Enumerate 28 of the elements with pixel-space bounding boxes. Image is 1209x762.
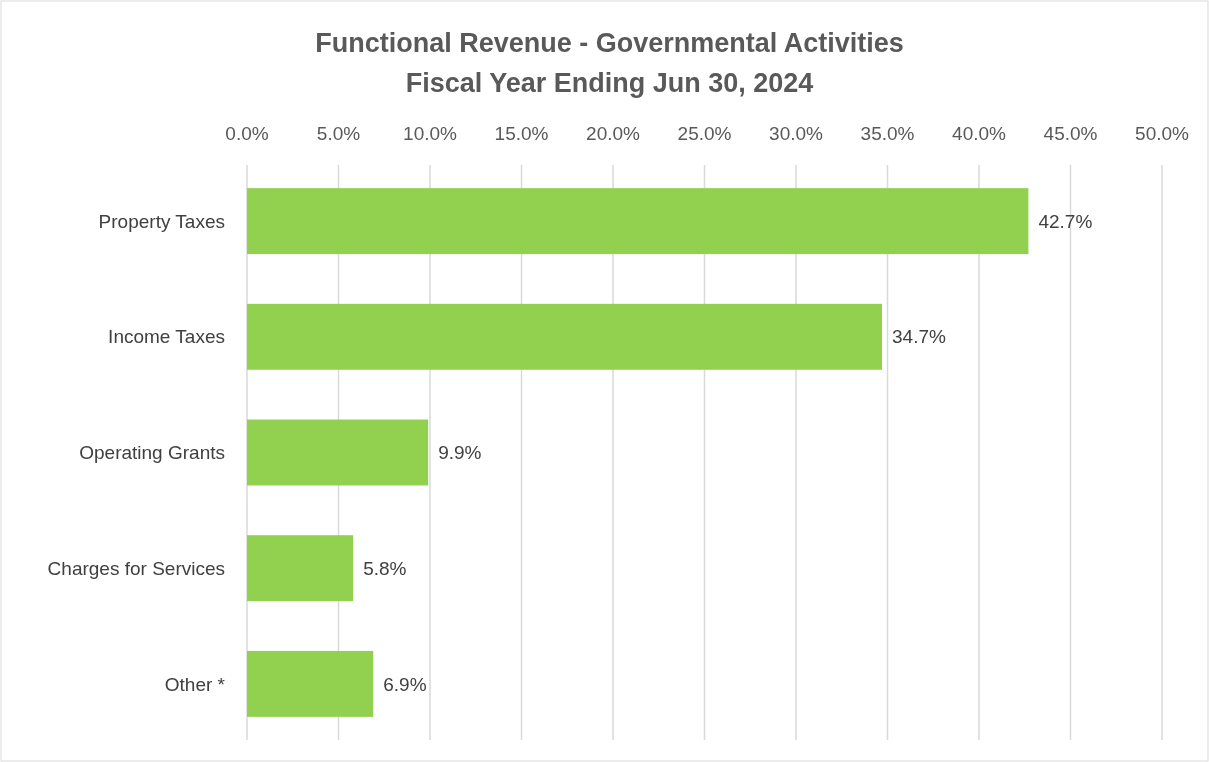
y-tick-label: Charges for Services <box>47 557 225 579</box>
data-label: 6.9% <box>383 673 427 695</box>
data-label: 5.8% <box>363 557 407 579</box>
x-tick-label: 45.0% <box>1043 123 1098 144</box>
x-tick-label: 40.0% <box>952 123 1007 144</box>
y-tick-label: Operating Grants <box>79 442 225 464</box>
data-label: 34.7% <box>892 326 946 348</box>
chart-subtitle: Fiscal Year Ending Jun 30, 2024 <box>405 68 814 98</box>
x-tick-label: 20.0% <box>586 123 641 144</box>
chart-title: Functional Revenue - Governmental Activities <box>315 28 904 58</box>
x-tick-label: 0.0% <box>225 123 269 144</box>
bar <box>247 303 883 370</box>
x-tick-label: 10.0% <box>403 123 458 144</box>
bar <box>247 650 374 717</box>
bar <box>247 535 354 602</box>
bar <box>247 188 1029 255</box>
data-label: 42.7% <box>1038 210 1093 232</box>
x-tick-label: 35.0% <box>860 123 915 144</box>
x-tick-label: 30.0% <box>769 123 824 144</box>
y-tick-label: Income Taxes <box>108 326 225 348</box>
y-tick-label: Property Taxes <box>98 210 225 232</box>
x-tick-label: 5.0% <box>316 123 361 144</box>
x-tick-label: 25.0% <box>677 123 732 144</box>
data-label: 9.9% <box>438 442 482 464</box>
bar <box>247 419 429 486</box>
y-tick-label: Other * <box>164 673 226 695</box>
x-tick-label: 50.0% <box>1135 123 1190 144</box>
x-tick-label: 15.0% <box>494 123 549 144</box>
